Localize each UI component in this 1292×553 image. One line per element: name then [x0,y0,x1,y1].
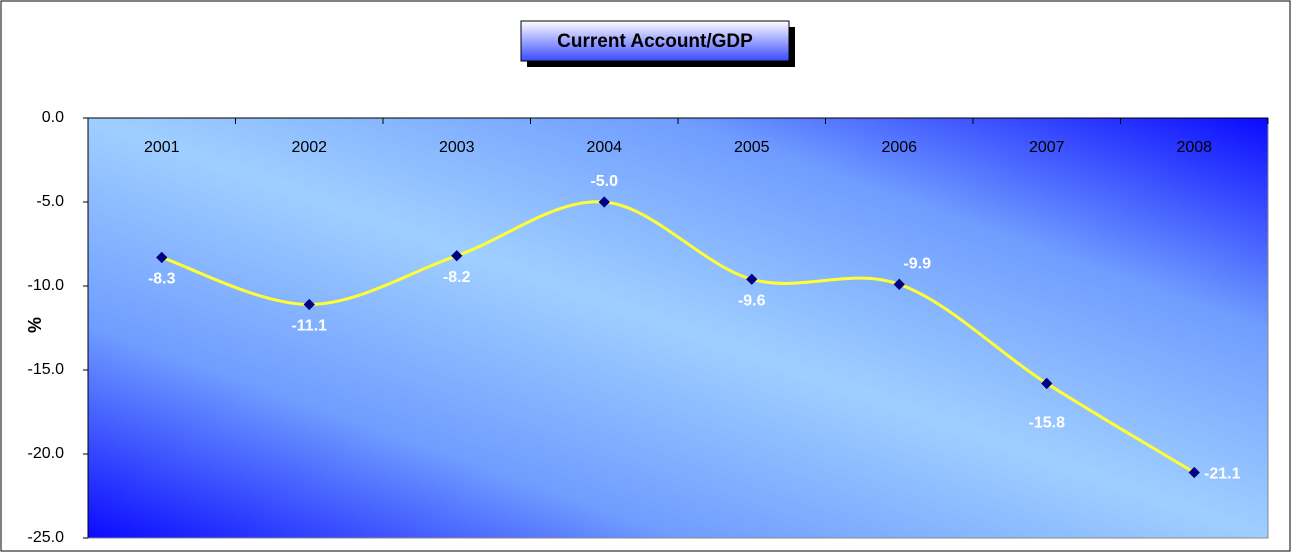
data-label: -8.3 [148,271,176,288]
x-tick-label: 2007 [1029,139,1065,156]
y-tick-label: 0.0 [42,109,64,126]
marker [1188,466,1200,479]
marker [893,278,905,290]
data-label: -11.1 [291,318,327,335]
x-tick-label: 2005 [734,139,770,156]
y-tick-label: -25.0 [28,529,65,546]
y-tick-label: -10.0 [28,277,65,294]
data-label: -5.0 [590,173,618,190]
x-tick-label: 2001 [144,139,180,156]
data-label: -9.6 [738,292,766,309]
x-tick-label: 2006 [881,139,917,156]
data-label: -21.1 [1204,466,1241,483]
data-label: -8.2 [443,269,471,286]
y-tick-label: -5.0 [36,193,64,210]
x-tick-label: 2008 [1176,139,1212,156]
plot-area [87,117,1269,539]
x-tick-label: 2004 [586,139,622,156]
marker [303,298,315,311]
x-tick-label: 2002 [291,139,327,156]
series-line [161,200,1196,474]
chart-title: Current Account/GDP [557,31,753,52]
y-tick-label: -15.0 [28,361,65,378]
marker [1041,377,1053,390]
y-tick-label: -20.0 [28,445,65,462]
data-label: -15.8 [1029,415,1066,432]
title-box [520,20,790,62]
y-axis-label: % [25,317,45,333]
data-label: -9.9 [903,256,931,273]
marker [746,273,758,285]
x-tick-label: 2003 [439,139,475,156]
marker [451,250,463,262]
marker [156,251,168,264]
marker [598,196,610,208]
